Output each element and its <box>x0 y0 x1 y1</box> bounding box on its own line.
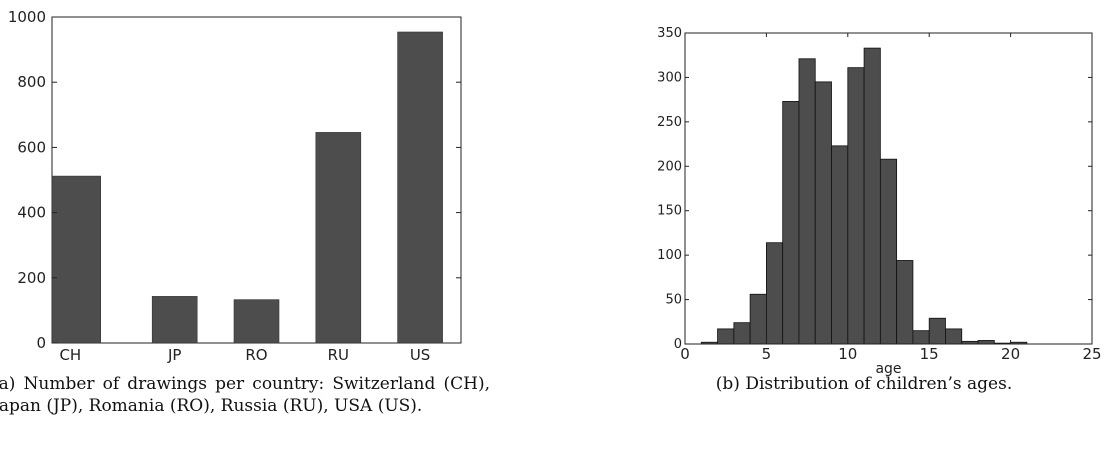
x-tick-label: JP <box>167 346 181 364</box>
x-axis-label: age <box>875 361 901 377</box>
x-tick-label: 10 <box>838 345 857 363</box>
y-tick-label: 0 <box>674 337 682 352</box>
histogram-bin <box>766 242 784 345</box>
histogram-bin <box>847 67 865 345</box>
x-tick-label: US <box>410 346 431 364</box>
histogram-bin <box>863 47 881 345</box>
histogram-bin <box>896 260 914 345</box>
bar-jp <box>151 296 198 344</box>
histogram-bin <box>912 330 930 345</box>
bar-ru <box>315 132 362 344</box>
x-tick-label: RU <box>328 346 349 364</box>
x-tick-label: 0 <box>680 345 690 363</box>
bar-ro <box>233 299 280 344</box>
caption-a: (a) Number of drawings per country: Swit… <box>0 374 490 416</box>
x-tick-label: 25 <box>1082 345 1101 363</box>
y-tick-label: 250 <box>657 115 682 130</box>
histogram-bin <box>782 101 800 345</box>
y-tick-label: 200 <box>17 269 46 287</box>
histogram-bin <box>945 328 963 345</box>
y-tick-label: 800 <box>17 73 46 91</box>
histogram-bin <box>798 58 816 345</box>
plot-frame-b <box>684 32 1093 345</box>
histogram-bin <box>831 145 849 345</box>
bar-ch <box>51 175 101 344</box>
histogram-bin <box>814 81 832 345</box>
y-tick-label: 600 <box>17 138 46 156</box>
histogram-bin <box>977 340 995 345</box>
histogram-bin <box>928 317 946 345</box>
y-tick-label: 350 <box>657 26 682 41</box>
y-tick-label: 200 <box>657 159 682 174</box>
chart-drawings-per-country: CH JP RO RU US 0 200 400 600 800 1000 <box>8 8 462 364</box>
bar-us <box>397 31 443 344</box>
y-tick-label: 150 <box>657 204 682 219</box>
x-tick-label: 20 <box>1001 345 1020 363</box>
histogram-bin <box>733 322 751 345</box>
histogram-bin <box>717 328 735 345</box>
chart-age-distribution: 0 50 100 150 200 250 300 350 0 5 10 15 20 25 age <box>657 26 1101 377</box>
y-tick-label: 0 <box>36 334 46 352</box>
histogram-bin <box>749 293 767 345</box>
y-tick-label: 100 <box>657 248 682 263</box>
x-tick-label: 5 <box>762 345 772 363</box>
y-tick-label: 1000 <box>8 8 46 26</box>
histogram-bin <box>879 158 898 345</box>
y-tick-label: 300 <box>657 70 682 85</box>
caption-b: (b) Distribution of children’s ages. <box>715 374 1013 394</box>
y-tick-label: 400 <box>17 204 46 222</box>
x-tick-label: CH <box>59 346 81 364</box>
y-tick-label: 50 <box>665 293 682 308</box>
x-tick-label: 15 <box>920 345 939 363</box>
x-tick-label: RO <box>245 346 267 364</box>
